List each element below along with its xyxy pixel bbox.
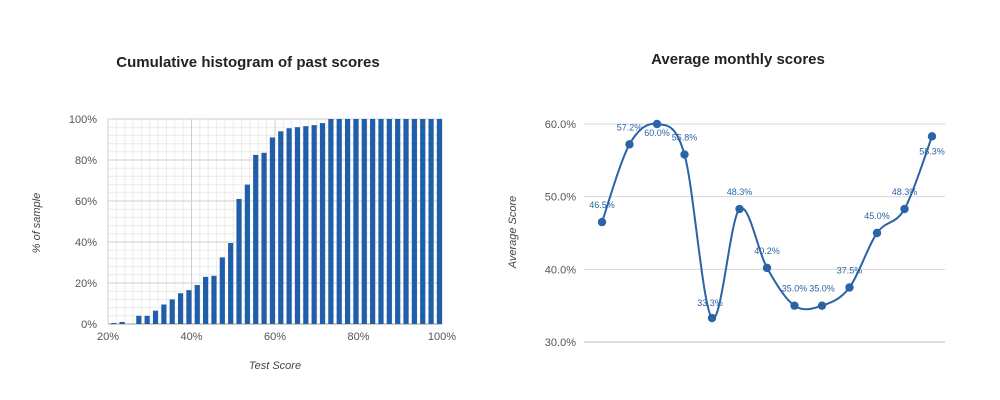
histogram-bar bbox=[152, 310, 159, 324]
histogram-bar bbox=[169, 299, 175, 324]
histogram-title: Cumulative histogram of past scores bbox=[116, 54, 379, 71]
line-chart-data-label: 45.0% bbox=[864, 211, 890, 221]
histogram-bar bbox=[119, 321, 125, 324]
line-chart-point bbox=[680, 150, 689, 159]
line-chart-point bbox=[900, 204, 909, 214]
histogram-bar bbox=[411, 119, 417, 324]
histogram-bar bbox=[436, 119, 442, 324]
line-chart-y-tick-label: 40.0% bbox=[545, 264, 576, 276]
line-chart-plot: 30.0%40.0%50.0%60.0%46.5%57.2%60.0% 55.8%… bbox=[545, 119, 945, 349]
histogram-bar bbox=[136, 315, 142, 324]
histogram-bar bbox=[403, 119, 409, 324]
histogram-bar bbox=[395, 119, 401, 324]
histogram-bar bbox=[219, 257, 225, 324]
histogram-bar bbox=[253, 154, 259, 324]
histogram-bar bbox=[286, 128, 292, 324]
line-chart-data-label: 60.0% bbox=[644, 128, 670, 138]
histogram-x-tick-label: 80% bbox=[347, 331, 369, 343]
histogram-bar bbox=[386, 119, 392, 324]
histogram-bar bbox=[319, 123, 326, 324]
line-chart-data-label: 57.2% bbox=[617, 122, 643, 132]
line-chart-data-label: 37.5% bbox=[837, 266, 863, 276]
line-chart-point bbox=[817, 301, 827, 310]
line-chart-point bbox=[735, 204, 744, 214]
line-chart-data-label: 55.8% bbox=[672, 133, 698, 143]
histogram-bar bbox=[177, 293, 184, 324]
line-chart-series-line bbox=[601, 122, 933, 320]
histogram-bar bbox=[344, 119, 351, 324]
line-chart-data-label: 35.0% bbox=[782, 284, 808, 294]
line-chart-point bbox=[652, 119, 662, 129]
histogram-y-tick-label: 20% bbox=[75, 278, 97, 290]
line-chart-data-label: 48.3% bbox=[727, 187, 753, 197]
line-chart-y-tick-label: 50.0% bbox=[545, 192, 576, 204]
line-chart-data-label: 33.3% bbox=[697, 298, 723, 308]
line-chart-data-label: 58.3% bbox=[919, 146, 945, 156]
histogram-x-tick-label: 20% bbox=[97, 331, 119, 343]
histogram-bar bbox=[203, 276, 209, 324]
histogram-bar bbox=[328, 119, 334, 324]
histogram-bar bbox=[236, 198, 242, 324]
line-chart-point bbox=[845, 283, 854, 292]
histogram-bar bbox=[370, 119, 376, 324]
histogram-bar bbox=[336, 119, 342, 324]
histogram-bar bbox=[294, 127, 301, 324]
histogram-plot: 20% 40% 60% 80% 100%0%20%40%60%80%100% bbox=[69, 114, 456, 343]
histogram-bar bbox=[378, 119, 384, 324]
histogram-bar bbox=[303, 126, 309, 324]
line-chart-data-label: 48.3% bbox=[892, 187, 918, 197]
line-chart-y-tick-label: 30.0% bbox=[545, 337, 576, 349]
line-chart-point bbox=[927, 132, 937, 141]
line-chart-point bbox=[790, 301, 799, 310]
line-chart-y-axis-label: Average Score bbox=[507, 196, 519, 270]
histogram-x-tick-label: 40% bbox=[180, 331, 202, 343]
line-chart-data-label: 46.5% bbox=[589, 200, 615, 210]
histogram-bar bbox=[244, 184, 250, 324]
histogram-y-tick-label: 80% bbox=[75, 155, 97, 167]
histogram-bar bbox=[211, 275, 217, 324]
histogram-bar bbox=[228, 243, 234, 324]
histogram-y-tick-label: 40% bbox=[75, 237, 97, 249]
histogram-bar bbox=[278, 131, 284, 324]
histogram-y-tick-label: 100% bbox=[69, 114, 97, 126]
histogram-bar bbox=[186, 290, 192, 324]
histogram-x-axis-label: Test Score bbox=[249, 360, 301, 372]
histogram-bar bbox=[420, 119, 426, 324]
histogram-bar bbox=[144, 315, 150, 324]
histogram-x-tick-label: 100% bbox=[428, 331, 456, 343]
histogram-y-tick-label: 60% bbox=[75, 196, 97, 208]
line-chart-title: Average monthly scores bbox=[651, 51, 825, 68]
histogram-bar bbox=[353, 119, 359, 324]
histogram-y-axis-label: % of sample bbox=[31, 193, 43, 254]
histogram-y-tick-label: 0% bbox=[81, 319, 97, 331]
histogram-bar bbox=[261, 152, 267, 324]
histogram-x-tick-label: 60% bbox=[264, 331, 286, 343]
histogram-bar bbox=[269, 137, 275, 324]
line-chart-point bbox=[625, 140, 634, 149]
line-chart-point bbox=[762, 263, 772, 273]
histogram-bar bbox=[311, 125, 317, 325]
line-chart-data-label: 35.0% bbox=[809, 284, 835, 294]
histogram-bar bbox=[194, 285, 200, 324]
histogram-bar bbox=[111, 322, 117, 324]
line-chart-point bbox=[872, 228, 882, 238]
line-chart-point bbox=[707, 313, 717, 323]
histogram-bar bbox=[161, 304, 167, 324]
histogram-bar bbox=[361, 119, 367, 324]
line-chart-y-tick-label: 60.0% bbox=[545, 119, 576, 131]
histogram-bar bbox=[428, 119, 434, 324]
line-chart-data-label: 40.2% bbox=[754, 246, 780, 256]
line-chart-point bbox=[597, 217, 607, 227]
